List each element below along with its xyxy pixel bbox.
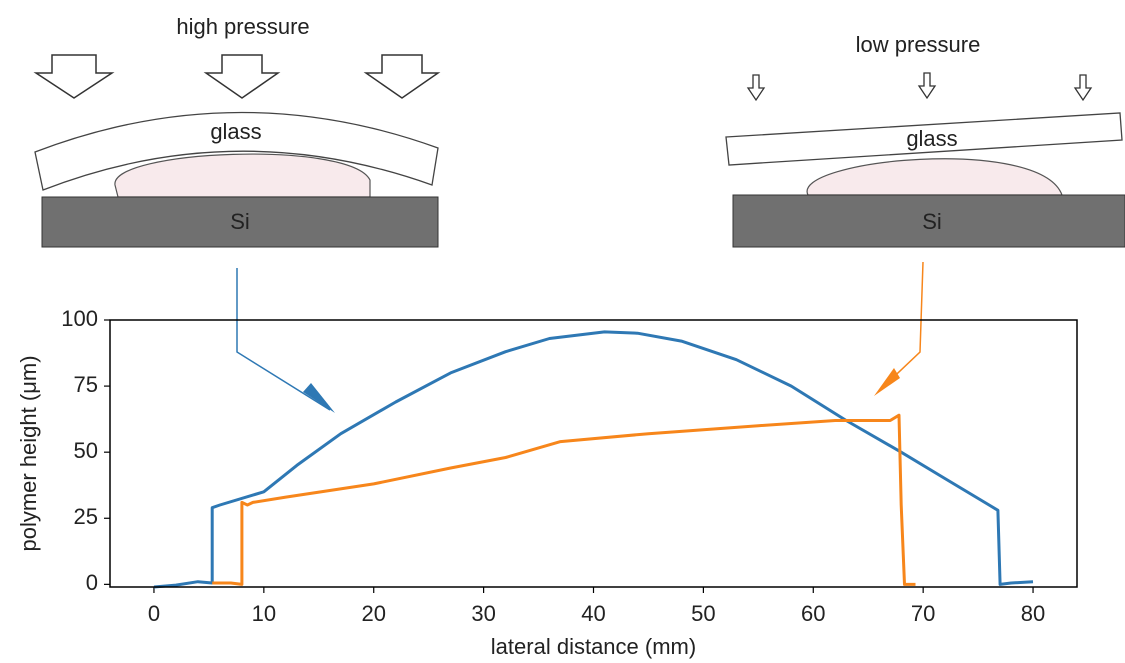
x-tick-label: 60 [801, 601, 825, 626]
x-tick-label: 80 [1021, 601, 1045, 626]
y-axis-label: polymer height (μm) [16, 355, 41, 551]
si-label: Si [230, 209, 250, 234]
x-tick-label: 0 [148, 601, 160, 626]
x-tick-label: 40 [581, 601, 605, 626]
plot-frame [109, 319, 1078, 588]
arrowhead [303, 383, 335, 413]
y-tick-label: 25 [74, 504, 98, 529]
x-tick-label: 70 [911, 601, 935, 626]
x-tick-label: 10 [252, 601, 276, 626]
low-pressure-diagram: low pressure glass Si [725, 32, 1125, 248]
x-tick-label: 20 [361, 601, 385, 626]
x-axis-label: lateral distance (mm) [491, 634, 696, 659]
annotation-arrow [236, 268, 331, 411]
x-tick-label: 50 [691, 601, 715, 626]
diagram-label: high pressure [176, 14, 309, 39]
y-tick-label: 75 [74, 372, 98, 397]
y-tick-label: 0 [86, 570, 98, 595]
y-tick-label: 100 [61, 306, 98, 331]
arrowhead [874, 368, 900, 396]
glass-label: glass [906, 126, 957, 151]
diagram-label: low pressure [856, 32, 981, 57]
high-pressure-diagram: high pressure glass Si [33, 14, 441, 248]
plot: 0 10 20 30 40 50 60 70 80 0 25 50 75 100 lateral dista… [16, 306, 1078, 659]
glass-label: glass [210, 119, 261, 144]
si-label: Si [922, 209, 942, 234]
x-tick-label: 30 [471, 601, 495, 626]
annotation-arrow [879, 261, 924, 391]
data-line [153, 330, 1034, 589]
data-line [212, 413, 916, 586]
y-tick-label: 50 [74, 438, 98, 463]
